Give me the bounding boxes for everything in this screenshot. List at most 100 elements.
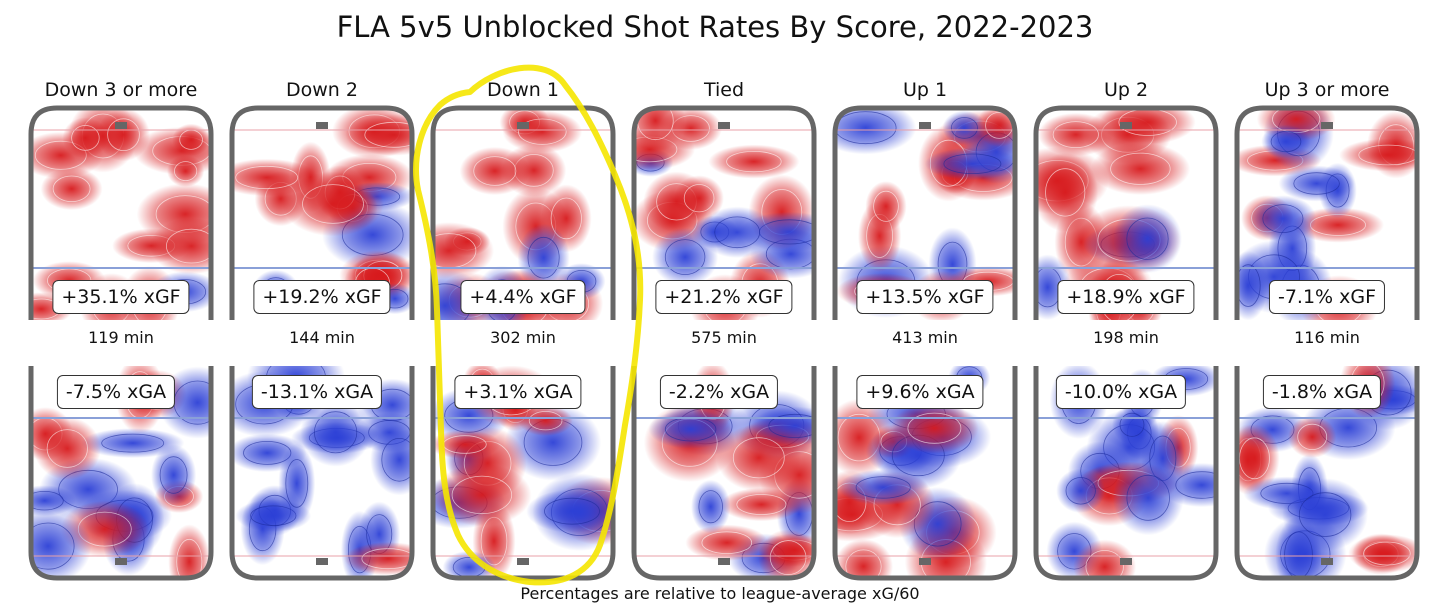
xgf-percent-label: +21.2% xGF xyxy=(655,280,793,314)
rink-boards xyxy=(832,366,1018,581)
score-state-label: Up 2 xyxy=(1103,79,1149,101)
below-average-region xyxy=(648,409,733,449)
contour-line xyxy=(855,476,911,499)
above-average-region xyxy=(502,110,583,153)
below-average-region xyxy=(924,147,1015,181)
minutes-label: 302 min xyxy=(490,328,556,347)
score-state-label: Down 1 xyxy=(487,79,559,101)
xga-percent-label: -7.5% xGA xyxy=(56,375,176,409)
rink-boards xyxy=(229,366,415,581)
contour-line xyxy=(165,228,211,264)
xga-percent-label: -10.0% xGA xyxy=(1055,375,1187,409)
above-average-region xyxy=(1090,142,1191,195)
above-average-region xyxy=(1237,424,1280,493)
contour-line xyxy=(732,437,785,479)
above-average-region xyxy=(232,158,319,197)
above-average-region xyxy=(172,123,211,156)
net-icon xyxy=(1120,122,1132,129)
contour-line xyxy=(302,184,364,224)
net-icon xyxy=(517,122,529,129)
above-average-region xyxy=(890,403,979,454)
below-average-region xyxy=(278,443,316,524)
below-average-region xyxy=(1278,165,1355,202)
contour-line xyxy=(1297,423,1328,450)
above-average-region xyxy=(345,113,412,156)
above-average-region xyxy=(149,217,211,275)
contour-line xyxy=(71,125,100,151)
xga-percent-label: +9.6% xGA xyxy=(856,375,984,409)
contour-line xyxy=(714,216,761,249)
rink-boards xyxy=(1234,105,1420,320)
rink-boards xyxy=(28,105,214,320)
score-state-label: Tied xyxy=(703,79,745,101)
above-average-region xyxy=(167,155,205,187)
contour-line xyxy=(698,490,723,524)
contour-line xyxy=(364,121,412,148)
above-average-region xyxy=(62,117,109,159)
contour-line xyxy=(726,151,782,173)
minutes-label: 116 min xyxy=(1294,328,1360,347)
rink-boards xyxy=(1033,366,1219,581)
below-average-region xyxy=(370,424,412,496)
xga-percent-label: +3.1% xGA xyxy=(454,375,582,409)
contour-line xyxy=(1110,152,1171,185)
contour-line xyxy=(235,165,299,190)
below-average-region xyxy=(751,406,814,446)
contour-line xyxy=(1126,217,1169,260)
panel-4 xyxy=(631,105,817,581)
contour-line xyxy=(1293,172,1340,195)
panel-6 xyxy=(1033,105,1219,581)
contour-line xyxy=(873,190,899,222)
contour-line xyxy=(1065,477,1096,505)
footnote: Percentages are relative to league-avera… xyxy=(520,584,920,603)
net-icon xyxy=(1120,558,1132,565)
contour-line xyxy=(1358,144,1417,166)
chart-title: FLA 5v5 Unblocked Shot Rates By Score, 2… xyxy=(336,10,1094,44)
below-average-region xyxy=(942,110,987,146)
above-average-region xyxy=(344,542,412,576)
above-average-region xyxy=(708,144,800,179)
below-average-region xyxy=(1112,405,1152,445)
contour-line xyxy=(1270,131,1302,153)
contour-line xyxy=(1052,121,1099,149)
contour-line xyxy=(313,411,358,454)
contour-line xyxy=(1298,492,1352,537)
minutes-label: 198 min xyxy=(1093,328,1159,347)
net-icon xyxy=(1321,558,1333,565)
contour-line xyxy=(1085,550,1124,578)
contour-line xyxy=(1237,264,1261,307)
score-state-label: Up 1 xyxy=(902,79,948,101)
minutes-label: 144 min xyxy=(289,328,355,347)
contour-line xyxy=(381,437,412,482)
rink-boards xyxy=(1234,366,1420,581)
rink-boards xyxy=(28,366,214,581)
contour-line xyxy=(176,538,203,578)
above-average-region xyxy=(40,167,103,211)
xgf-percent-label: -7.1% xGF xyxy=(1268,280,1386,314)
below-average-region xyxy=(31,485,76,517)
net-icon xyxy=(316,558,328,565)
contour-line xyxy=(46,429,88,468)
score-state-label: Down 2 xyxy=(286,79,358,101)
below-average-region xyxy=(158,366,211,439)
below-average-region xyxy=(1113,204,1182,274)
xgf-percent-label: +35.1% xGF xyxy=(52,280,190,314)
xgf-percent-label: +13.5% xGF xyxy=(856,280,994,314)
xgf-percent-label: +4.4% xGF xyxy=(460,280,586,314)
above-average-region xyxy=(1348,534,1417,573)
xga-percent-label: -2.2% xGA xyxy=(659,375,779,409)
contour-line xyxy=(174,161,198,182)
below-average-region xyxy=(1056,468,1106,513)
above-average-region xyxy=(1339,138,1417,172)
net-icon xyxy=(1321,122,1333,129)
above-average-region xyxy=(433,429,501,460)
above-average-region xyxy=(97,108,150,162)
contour-line xyxy=(159,456,188,494)
below-average-region xyxy=(1249,195,1317,242)
above-average-region xyxy=(33,417,101,480)
contour-line xyxy=(845,549,882,578)
below-average-region xyxy=(699,206,775,258)
panel-5 xyxy=(832,105,1018,581)
above-average-region xyxy=(1038,112,1114,157)
contour-line xyxy=(285,459,309,508)
